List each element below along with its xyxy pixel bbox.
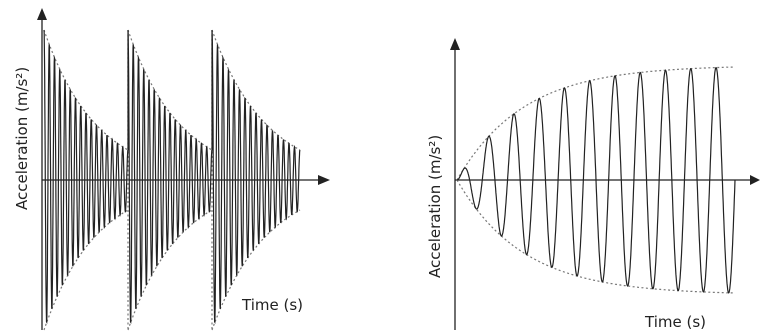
- left-envelope-upper-3: [211, 29, 301, 151]
- left-y-axis-label: Acceleration (m/s²): [13, 67, 31, 210]
- right-envelope-lower: [456, 179, 735, 294]
- left-x-axis-arrow: [318, 175, 330, 185]
- left-envelope-lower-3: [211, 209, 301, 331]
- right-x-axis-arrow: [750, 175, 760, 185]
- left-signal: [43, 29, 301, 324]
- right-signal-line: [456, 67, 736, 294]
- left-x-axis-label: Time (s): [241, 296, 303, 314]
- chart-decaying-bursts: Acceleration (m/s²) Time (s): [13, 8, 330, 331]
- left-envelope-upper-2: [127, 29, 213, 151]
- left-envelope-upper-1: [43, 29, 129, 151]
- right-y-axis-arrow: [450, 38, 460, 50]
- right-signal: [456, 67, 736, 294]
- right-y-axis-label: Acceleration (m/s²): [426, 135, 444, 278]
- chart-growing-oscillation: Acceleration (m/s²) Time (s): [426, 38, 760, 331]
- left-y-axis-arrow: [37, 8, 47, 20]
- left-signal-line: [43, 29, 301, 324]
- right-x-axis-label: Time (s): [644, 313, 706, 331]
